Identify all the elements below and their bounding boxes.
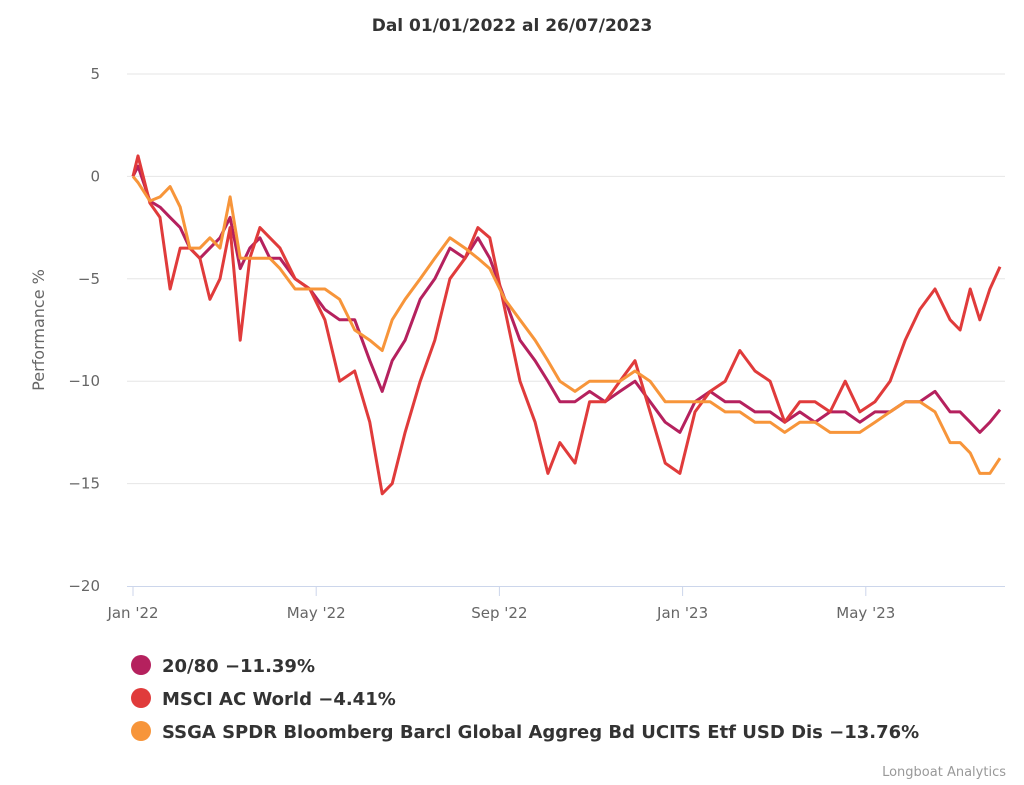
legend-label: SSGA SPDR Bloomberg Barcl Global Aggreg … bbox=[162, 722, 919, 743]
legend-item[interactable]: 20/80 −11.39% bbox=[131, 655, 315, 677]
x-tick-label: May '23 bbox=[836, 604, 895, 622]
x-tick-label: Jan '22 bbox=[106, 604, 158, 622]
series-line-1 bbox=[131, 154, 1002, 496]
legend-label: MSCI AC World −4.41% bbox=[162, 689, 396, 710]
y-tick-label: −20 bbox=[68, 577, 100, 595]
y-tick-label: −15 bbox=[68, 475, 100, 493]
x-tick-label: May '22 bbox=[287, 604, 346, 622]
series-line-2 bbox=[131, 175, 1002, 475]
chart-title: Dal 01/01/2022 al 26/07/2023 bbox=[372, 16, 653, 36]
legend-marker-icon bbox=[131, 655, 151, 675]
legend-marker-icon bbox=[131, 688, 151, 708]
y-axis-label: Performance % bbox=[29, 269, 48, 391]
credits-link[interactable]: Longboat Analytics bbox=[882, 765, 1006, 780]
series-line-0 bbox=[131, 164, 1002, 434]
legend-label: 20/80 −11.39% bbox=[162, 656, 315, 677]
y-tick-label: 0 bbox=[90, 167, 100, 185]
legend-marker-icon bbox=[131, 721, 151, 741]
y-tick-label: −5 bbox=[78, 270, 100, 288]
legend-item[interactable]: MSCI AC World −4.41% bbox=[131, 688, 396, 710]
y-tick-label: 5 bbox=[90, 65, 100, 83]
legend-item[interactable]: SSGA SPDR Bloomberg Barcl Global Aggreg … bbox=[131, 721, 919, 743]
x-tick-label: Jan '23 bbox=[656, 604, 708, 622]
x-tick-label: Sep '22 bbox=[471, 604, 527, 622]
y-tick-label: −10 bbox=[68, 372, 100, 390]
